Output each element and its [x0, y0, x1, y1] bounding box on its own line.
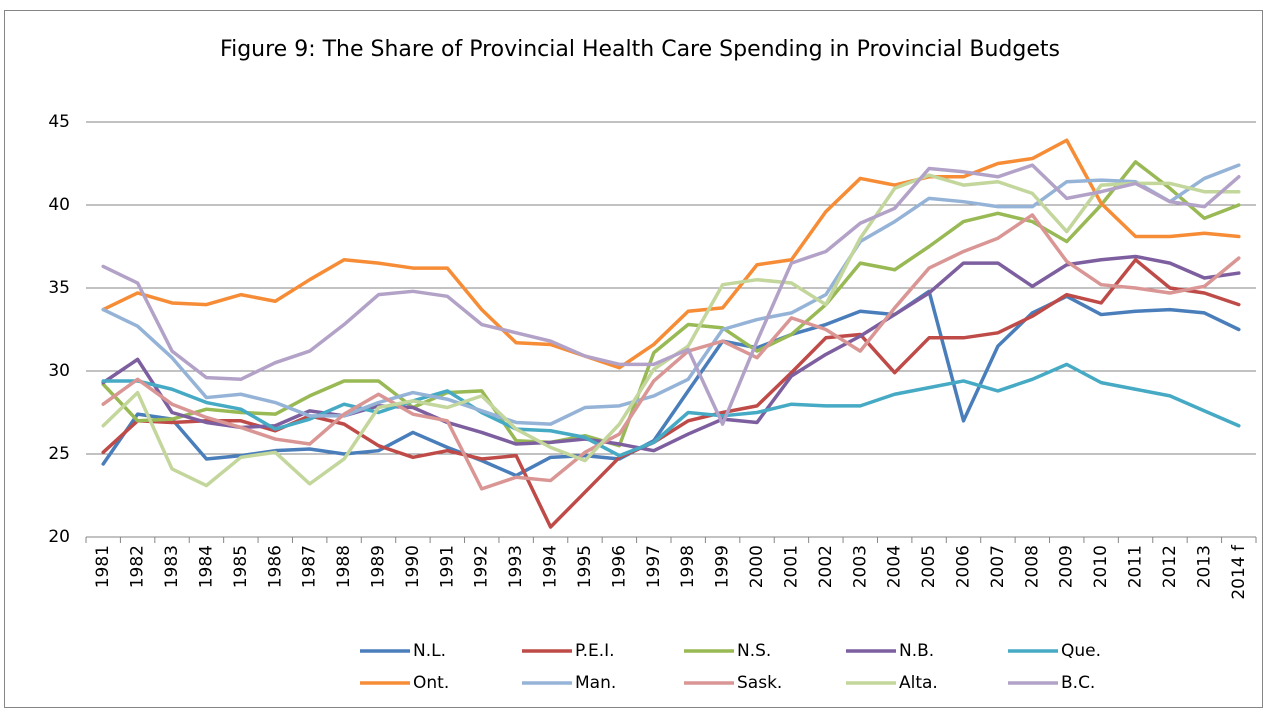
series-line [101, 254, 1241, 453]
y-tick-label: 25 [48, 444, 70, 464]
legend-label: N.L. [413, 641, 446, 661]
series-line [101, 163, 1241, 426]
x-tick-label: 1987 [300, 545, 320, 588]
y-tick-label: 30 [48, 361, 70, 381]
legend-label: B.C. [1061, 673, 1095, 693]
x-tick-label: 1994 [541, 545, 561, 588]
series-line [101, 138, 1241, 370]
legend-label: Ont. [413, 673, 449, 693]
x-tick-label: 2007 [988, 545, 1008, 588]
x-tick-label: 2008 [1022, 545, 1042, 588]
x-tick-label: 1988 [334, 545, 354, 588]
x-tick-label: 2010 [1091, 545, 1111, 588]
x-tick-label: 1997 [644, 545, 664, 588]
x-tick-label: 1990 [403, 545, 423, 588]
chart-title: Figure 9: The Share of Provincial Health… [220, 37, 1060, 62]
x-tick-label: 2004 [885, 545, 905, 588]
x-tick-label: 2001 [781, 545, 801, 588]
legend-label: P.E.I. [575, 641, 615, 661]
series-line [101, 163, 1241, 426]
series-line [101, 213, 1241, 491]
x-tick-label: 2005 [919, 545, 939, 588]
x-tick-label: 1984 [196, 545, 216, 588]
legend-label: N.B. [899, 641, 934, 661]
legend-label: N.S. [737, 641, 771, 661]
x-tick-label: 2006 [954, 545, 974, 588]
y-tick-label: 20 [48, 527, 70, 547]
x-tick-label: 1981 [93, 545, 113, 588]
x-tick-label: 1983 [162, 545, 182, 588]
x-tick-label: 1999 [713, 545, 733, 588]
x-tick-label: 1989 [369, 545, 389, 588]
x-tick-label: 2009 [1057, 545, 1077, 588]
y-tick-label: 45 [48, 112, 70, 132]
x-tick-label: 2014 f [1229, 544, 1249, 600]
y-tick-label: 40 [48, 195, 70, 215]
x-tick-label: 2013 [1194, 545, 1214, 588]
y-tick-label: 35 [48, 278, 70, 298]
x-tick-label: 2012 [1160, 545, 1180, 588]
x-tick-label: 1995 [575, 545, 595, 588]
x-tick-label: 1993 [506, 545, 526, 588]
x-tick-label: 2003 [850, 545, 870, 588]
x-tick-label: 1982 [128, 545, 148, 588]
x-tick-label: 1991 [437, 545, 457, 588]
legend-label: Alta. [899, 673, 938, 693]
legend-label: Man. [575, 673, 616, 693]
series-line [101, 362, 1241, 458]
legend-label: Que. [1061, 641, 1101, 661]
series-line [101, 160, 1241, 448]
x-tick-label: 1985 [231, 545, 251, 588]
x-tick-label: 2011 [1126, 545, 1146, 588]
x-tick-label: 1996 [609, 545, 629, 588]
x-tick-label: 1992 [472, 545, 492, 588]
x-tick-label: 1986 [265, 545, 285, 588]
x-tick-label: 2000 [747, 545, 767, 588]
legend-label: Sask. [737, 673, 782, 693]
x-tick-label: 2002 [816, 545, 836, 588]
x-tick-label: 1998 [678, 545, 698, 588]
